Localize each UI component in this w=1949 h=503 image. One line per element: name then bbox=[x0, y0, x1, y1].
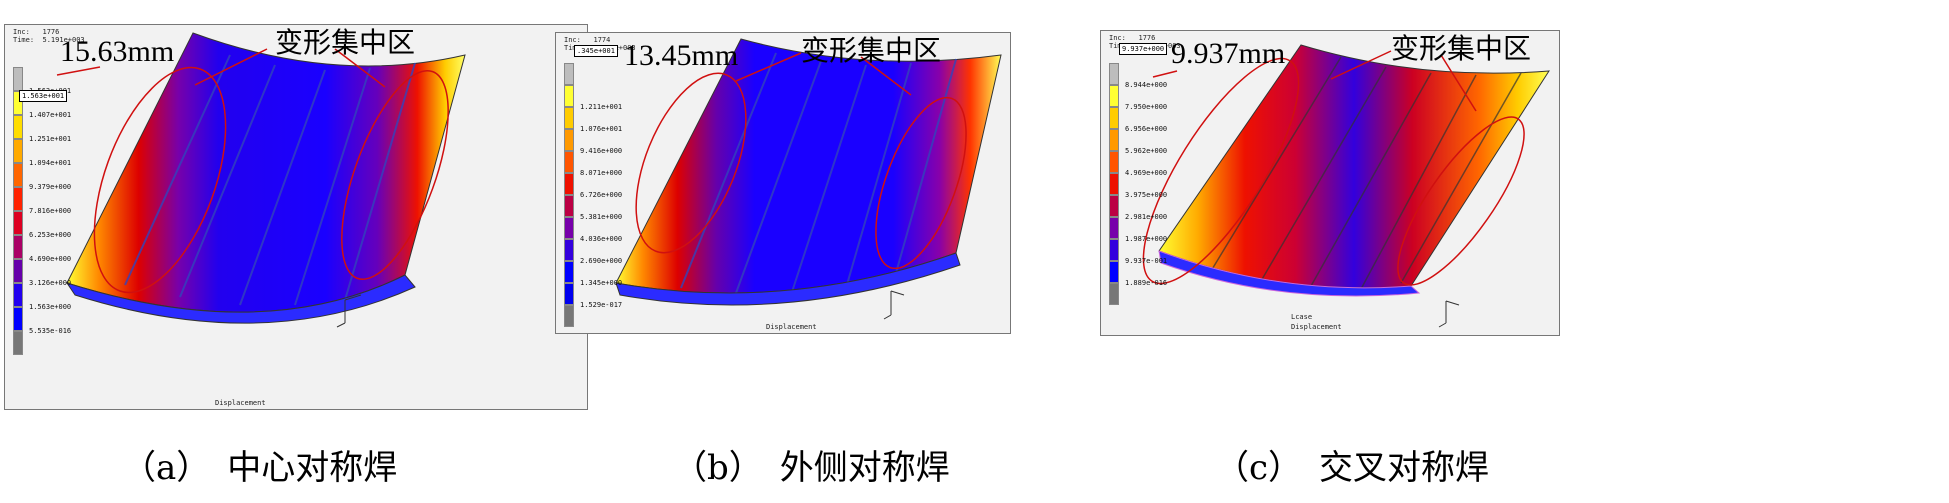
panel-c: Inc: 1776 Time: 5.191e+003 bbox=[1100, 0, 1700, 503]
max-displacement-label: 15.63mm bbox=[60, 35, 175, 68]
legend-label: 8.071e+000 bbox=[580, 169, 623, 177]
legend-label: 9.937e-001 bbox=[1125, 257, 1168, 265]
result-type-label: Displacement bbox=[766, 323, 817, 331]
legend-label: 5.535e-016 bbox=[29, 327, 72, 335]
legend-label: 9.379e+000 bbox=[29, 183, 72, 191]
load-case-label: Lcase bbox=[1291, 313, 1313, 321]
legend-label: 7.816e+000 bbox=[29, 207, 72, 215]
max-value-box: .345e+001 bbox=[574, 45, 618, 57]
panel-caption: （b） 外侧对称焊 bbox=[673, 448, 950, 488]
legend-label: 4.690e+000 bbox=[29, 255, 72, 263]
max-value-box: 9.937e+000 bbox=[1119, 43, 1168, 55]
panel-shape bbox=[66, 32, 466, 313]
max-value-box: 1.563e+001 bbox=[19, 90, 68, 102]
deformation-zone-label: 变形集中区 bbox=[1391, 32, 1532, 65]
deformation-plot-b bbox=[615, 38, 1002, 320]
legend-label: 3.975e+000 bbox=[1125, 191, 1168, 199]
legend-label: 6.726e+000 bbox=[580, 191, 623, 199]
legend-label: 1.345e+000 bbox=[580, 279, 623, 287]
legend-label: 1.563e+000 bbox=[29, 303, 72, 311]
increment-time-header: Inc: 1776 Time: 5.191e+003 bbox=[13, 28, 85, 44]
color-legend: 1.563e+001 1.407e+001 1.251e+001 1.094e+… bbox=[13, 67, 71, 355]
legend-label: 1.211e+001 bbox=[580, 103, 623, 111]
legend-label: 5.381e+000 bbox=[580, 213, 623, 221]
legend-label: 9.416e+000 bbox=[580, 147, 623, 155]
color-legend: 1.211e+001 1.076e+001 9.416e+000 8.071e+… bbox=[564, 63, 622, 327]
legend-label: 1.889e-016 bbox=[1125, 279, 1168, 287]
result-type-label: Displacement bbox=[1291, 323, 1342, 331]
deformation-plot-a bbox=[56, 32, 466, 328]
color-legend: 8.944e+000 7.950e+000 6.956e+000 5.962e+… bbox=[1109, 63, 1167, 305]
legend-label: 6.956e+000 bbox=[1125, 125, 1168, 133]
deformation-zone-label: 变形集中区 bbox=[275, 26, 416, 59]
legend-label: 5.962e+000 bbox=[1125, 147, 1168, 155]
max-displacement-label: 13.45mm bbox=[624, 39, 739, 72]
axis-triad-icon bbox=[883, 290, 905, 320]
legend-label: 3.126e+000 bbox=[29, 279, 72, 287]
legend-label: 2.981e+000 bbox=[1125, 213, 1168, 221]
legend-label: 1.094e+001 bbox=[29, 159, 72, 167]
legend-label: 4.036e+000 bbox=[580, 235, 623, 243]
simulation-view-a: Inc: 1776 Time: 5.191e+003 bbox=[4, 24, 588, 410]
simulation-view-c: Inc: 1776 Time: 5.191e+003 bbox=[1100, 30, 1560, 336]
panel-caption: （a） 中心对称焊 bbox=[122, 448, 398, 488]
axis-triad-icon bbox=[336, 294, 362, 328]
legend-label: 4.969e+000 bbox=[1125, 169, 1168, 177]
legend-label: 2.690e+000 bbox=[580, 257, 623, 265]
axis-triad-icon bbox=[1438, 300, 1460, 328]
max-displacement-label: 9.937mm bbox=[1171, 37, 1286, 70]
panel-caption: （c） 交叉对称焊 bbox=[1215, 448, 1490, 488]
legend-label: 1.529e-017 bbox=[580, 301, 623, 309]
panel-a: Inc: 1776 Time: 5.191e+003 bbox=[4, 0, 604, 503]
deformation-zone-label: 变形集中区 bbox=[801, 34, 942, 67]
legend-label: 1.251e+001 bbox=[29, 135, 72, 143]
legend-label: 1.407e+001 bbox=[29, 111, 72, 119]
panel-b: Inc: 1774 Time: 5.191e+003 bbox=[555, 0, 1155, 503]
legend-label: 8.944e+000 bbox=[1125, 81, 1168, 89]
result-type-label: Displacement bbox=[215, 399, 266, 407]
deformation-plot-c bbox=[1142, 44, 1550, 328]
legend-label: 6.253e+000 bbox=[29, 231, 72, 239]
legend-label: 7.950e+000 bbox=[1125, 103, 1168, 111]
simulation-view-b: Inc: 1774 Time: 5.191e+003 bbox=[555, 32, 1011, 334]
legend-label: 1.987e+000 bbox=[1125, 235, 1168, 243]
legend-label: 1.076e+001 bbox=[580, 125, 623, 133]
